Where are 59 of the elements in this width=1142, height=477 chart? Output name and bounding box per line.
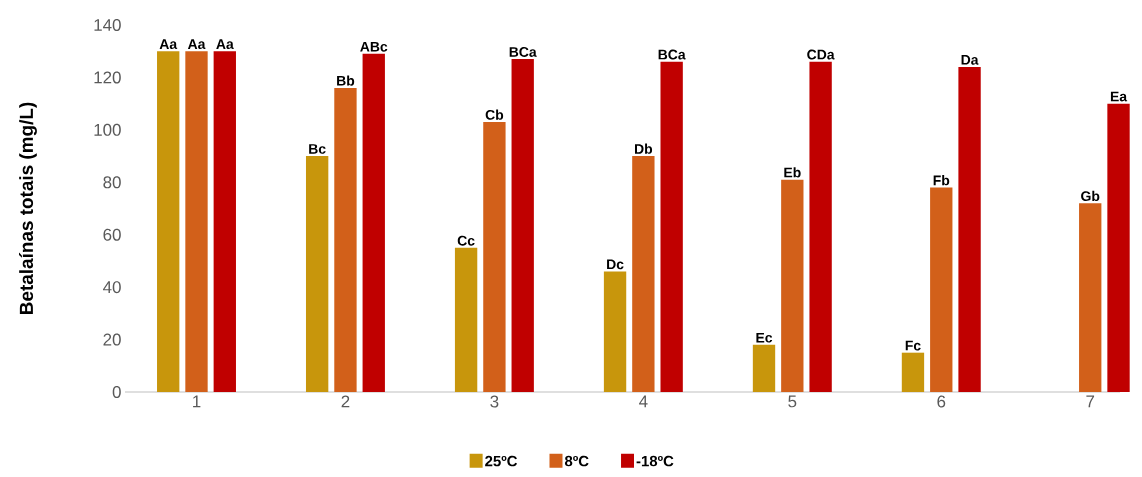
data-label: Cb <box>485 109 504 120</box>
data-label: CDa <box>807 49 835 60</box>
bar <box>454 247 478 392</box>
y-tick-label: 60 <box>103 228 121 241</box>
bar <box>809 61 832 392</box>
data-label: Ec <box>756 332 773 343</box>
bar <box>1107 103 1130 392</box>
bar <box>334 87 357 392</box>
bar <box>185 51 208 392</box>
x-tick-label: 5 <box>788 395 797 408</box>
bar <box>362 53 385 392</box>
bar <box>901 352 925 392</box>
bar <box>1079 203 1102 392</box>
y-tick-label: 0 <box>112 386 121 398</box>
data-label: Dc <box>607 259 624 270</box>
x-tick-label: 2 <box>341 395 350 408</box>
data-label: BCa <box>658 49 686 60</box>
data-label: Da <box>961 55 979 65</box>
x-tick-label: 3 <box>490 395 499 408</box>
data-label: BCa <box>509 46 537 57</box>
data-label: Bc <box>309 144 326 154</box>
data-label: Cc <box>457 235 475 246</box>
bar <box>930 187 953 392</box>
y-tick-label: 40 <box>103 281 121 294</box>
bar <box>305 156 329 392</box>
legend-label: 25ºC <box>485 455 518 467</box>
legend-label: -18ºC <box>636 455 674 467</box>
bar <box>958 66 981 392</box>
bar <box>511 59 534 392</box>
bar <box>632 156 655 392</box>
bar <box>157 51 180 392</box>
data-label: Gb <box>1081 190 1100 202</box>
data-label: Aa <box>187 39 206 50</box>
data-label: ABc <box>360 41 388 52</box>
x-tick-label: 4 <box>639 395 648 408</box>
data-label: Eb <box>784 167 801 178</box>
x-tick-label: 1 <box>193 395 201 408</box>
y-axis-title: Betalaínas totais (mg/L) <box>19 102 37 314</box>
bar <box>483 121 506 392</box>
legend-label: 8ºC <box>564 455 589 467</box>
bar <box>660 61 683 392</box>
data-label: Ea <box>1110 91 1128 102</box>
data-label: Aa <box>159 39 178 50</box>
y-tick-label: 80 <box>103 176 121 189</box>
data-label: Db <box>635 143 653 154</box>
y-tick-label: 20 <box>103 333 121 346</box>
x-tick-label: 6 <box>937 395 946 408</box>
bar <box>752 344 776 392</box>
y-tick-label: 140 <box>94 19 121 31</box>
x-tick-label: 7 <box>1086 395 1095 408</box>
bar <box>781 179 804 392</box>
y-tick-label: 100 <box>94 123 121 136</box>
data-label: Fb <box>933 175 950 186</box>
data-label: Aa <box>216 39 234 50</box>
bar <box>213 51 236 392</box>
bar <box>603 271 627 392</box>
y-tick-label: 120 <box>94 71 121 84</box>
data-label: Bb <box>337 75 355 86</box>
data-label: Fc <box>905 340 921 351</box>
